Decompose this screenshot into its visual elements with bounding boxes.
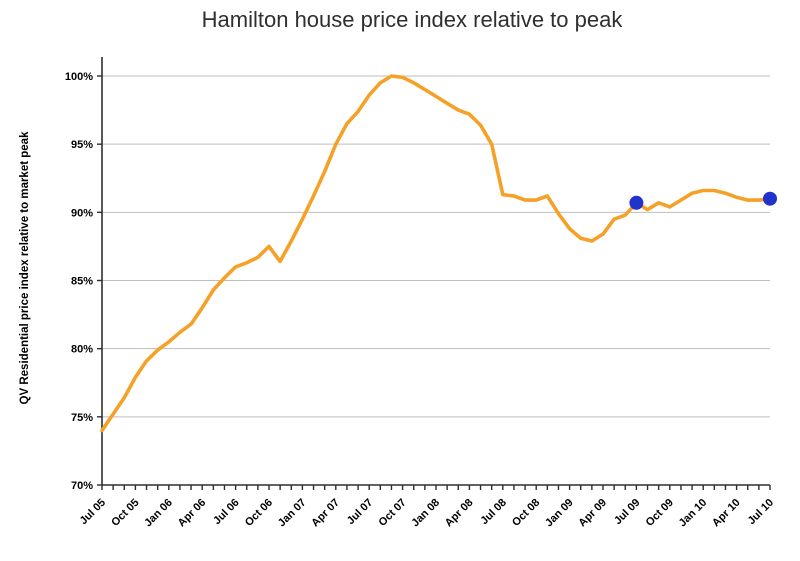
x-tick-label: Jul 05	[78, 497, 109, 528]
x-tick-label: Jan 06	[142, 497, 175, 530]
y-tick-label: 70%	[71, 480, 93, 492]
x-tick-label: Apr 08	[443, 497, 476, 530]
chart-title: Hamilton house price index relative to p…	[202, 7, 624, 32]
data-point-marker	[763, 191, 777, 206]
x-tick-label: Jul 09	[612, 497, 643, 528]
x-tick-label: Jul 08	[478, 497, 509, 528]
x-tick-label: Jul 06	[211, 497, 242, 528]
x-tick-label: Oct 09	[644, 497, 676, 529]
x-tick-label: Apr 07	[309, 497, 342, 530]
price-index-line	[100, 74, 772, 433]
x-tick-label: Apr 06	[176, 497, 209, 530]
y-tick-label: 100%	[65, 71, 93, 83]
data-point-marker	[629, 195, 644, 210]
x-tick-label: Oct 08	[510, 497, 542, 529]
x-tick-label: Jan 07	[276, 497, 309, 530]
axes	[101, 57, 770, 486]
x-tick-label: Apr 10	[710, 497, 743, 530]
x-tick-label: Jul 07	[345, 497, 376, 528]
x-tick-label: Oct 07	[376, 497, 408, 529]
y-tick-label: 95%	[71, 139, 93, 151]
y-tick-label: 80%	[71, 344, 93, 356]
x-tick-label: Jan 09	[543, 497, 576, 530]
x-tick-label: Oct 05	[109, 497, 141, 529]
y-tick-label: 90%	[71, 207, 93, 219]
x-tick-label: Jan 10	[677, 497, 710, 530]
highlight-dots	[629, 191, 777, 210]
y-tick-label: 75%	[71, 412, 93, 424]
gridlines	[102, 75, 770, 418]
x-tick-label: Jan 08	[409, 497, 442, 530]
x-tick-label: Jul 10	[746, 497, 777, 528]
y-axis-title: QV Residential price index relative to m…	[19, 131, 31, 405]
y-tick-label: 85%	[71, 276, 93, 288]
x-tick-label: Apr 09	[576, 497, 609, 530]
tick-marks-and-labels: 70% 75% 80% 85% 90% 95% 100% Jul 05 Oct 05 Jan 06…	[65, 71, 776, 529]
x-tick-label: Oct 06	[243, 497, 275, 529]
